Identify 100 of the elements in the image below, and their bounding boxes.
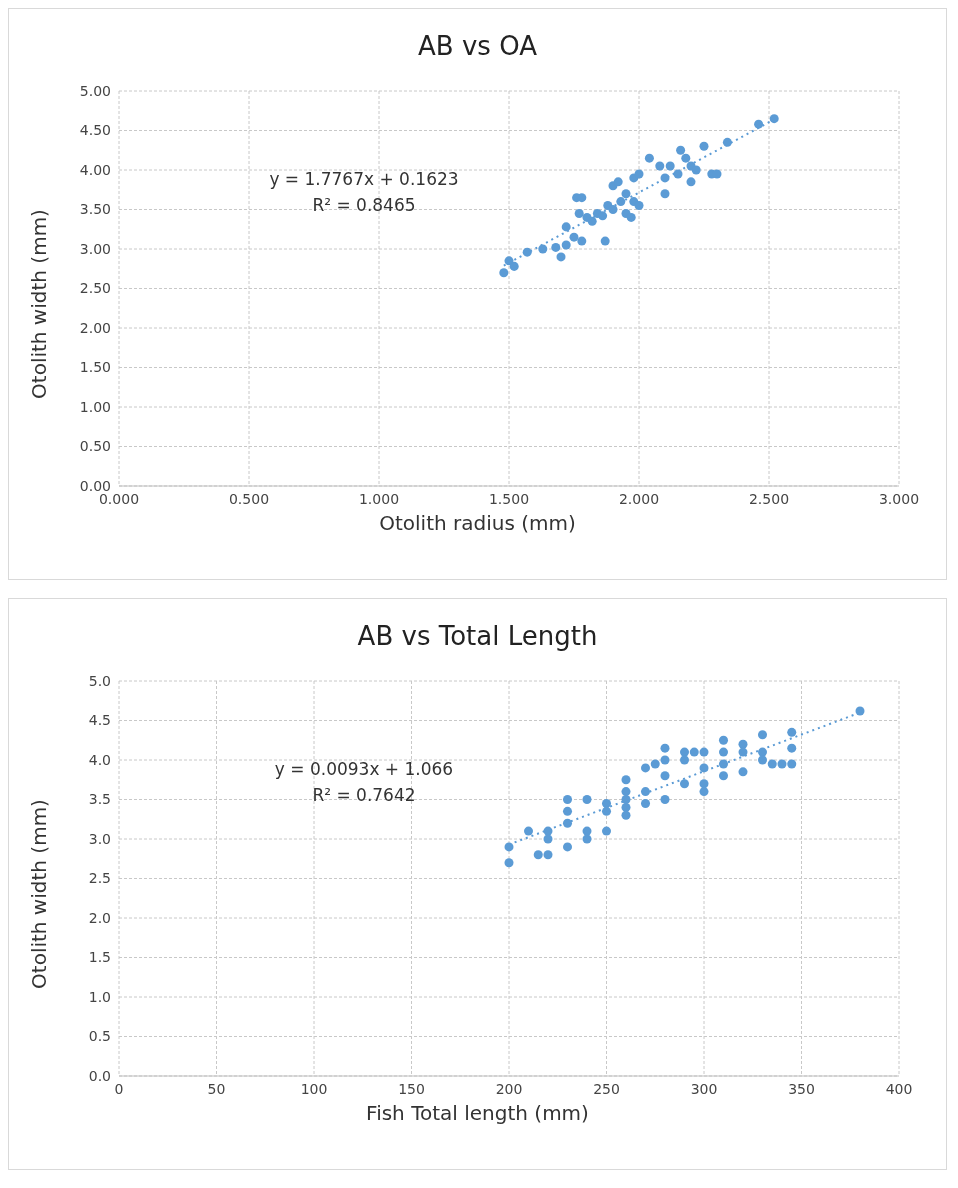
- y-tick-label: 1.50: [79, 359, 111, 376]
- point: [767, 759, 777, 769]
- y-tick-label: 0.0: [88, 1067, 111, 1084]
- point: [650, 759, 660, 769]
- point: [679, 779, 690, 789]
- x-tick-label: 0.500: [228, 490, 270, 507]
- point: [855, 706, 865, 716]
- chart-title: AB vs OA: [417, 30, 538, 63]
- x-tick-label: 400: [885, 1080, 913, 1097]
- point: [562, 842, 573, 852]
- point: [686, 177, 696, 187]
- point: [600, 236, 610, 246]
- point: [621, 189, 631, 199]
- point: [543, 826, 553, 836]
- point: [601, 806, 612, 816]
- point: [616, 197, 626, 207]
- point: [538, 244, 548, 254]
- point: [533, 850, 543, 860]
- point: [551, 242, 561, 252]
- point: [660, 173, 670, 183]
- point: [738, 767, 748, 777]
- point: [598, 211, 608, 221]
- point: [561, 222, 571, 232]
- point: [522, 247, 532, 257]
- y-tick-label: 2.0: [88, 909, 111, 926]
- point: [722, 137, 732, 147]
- x-tick-label: 2.500: [748, 490, 790, 507]
- x-tick-label: 100: [300, 1080, 328, 1097]
- point: [757, 747, 768, 757]
- point: [660, 755, 670, 765]
- point: [504, 858, 514, 868]
- point: [601, 826, 612, 836]
- x-tick-label: 350: [788, 1080, 815, 1097]
- y-tick-label: 4.5: [88, 712, 111, 729]
- point: [738, 739, 748, 749]
- y-axis-title: Otolith width (mm): [27, 209, 51, 399]
- y-tick-label: 2.5: [88, 870, 111, 887]
- point: [574, 208, 584, 218]
- point: [738, 747, 748, 757]
- x-tick-label: 1.500: [488, 490, 530, 507]
- point: [676, 145, 686, 155]
- point: [699, 787, 709, 797]
- x-tick-label: 3.000: [878, 490, 920, 507]
- y-tick-label: 3.0: [88, 830, 111, 847]
- point: [562, 794, 573, 805]
- point: [699, 763, 709, 773]
- x-tick-label: 50: [207, 1080, 226, 1097]
- y-tick-label: 3.50: [79, 201, 111, 218]
- point: [543, 834, 553, 844]
- y-tick-label: 1.0: [88, 988, 111, 1005]
- point: [634, 201, 644, 211]
- y-tick-label: 5.0: [88, 672, 111, 689]
- point: [644, 153, 654, 163]
- point: [679, 755, 690, 765]
- x-tick-label: 250: [593, 1080, 620, 1097]
- y-tick-label: 4.50: [79, 122, 111, 139]
- point: [718, 747, 729, 757]
- point: [582, 834, 592, 844]
- point: [587, 216, 597, 226]
- point: [754, 119, 764, 129]
- point: [626, 212, 636, 222]
- point: [582, 826, 592, 836]
- y-tick-label: 3.5: [88, 791, 111, 808]
- y-tick-label: 5.00: [79, 82, 111, 99]
- point: [634, 169, 644, 179]
- x-tick-label: 1.000: [358, 490, 400, 507]
- point: [640, 798, 651, 808]
- point: [681, 153, 691, 163]
- point: [660, 189, 670, 199]
- point: [757, 755, 768, 765]
- point: [699, 141, 709, 151]
- point: [499, 268, 509, 278]
- point: [640, 787, 651, 797]
- annotation: y = 0.0093x + 1.066: [273, 758, 455, 781]
- point: [787, 727, 797, 737]
- y-tick-label: 1.5: [88, 949, 111, 966]
- point: [608, 204, 618, 215]
- point: [660, 794, 670, 805]
- y-tick-label: 2.00: [79, 319, 111, 336]
- point: [640, 763, 651, 773]
- y-tick-label: 0.5: [88, 1028, 111, 1045]
- point: [621, 810, 631, 820]
- point: [509, 261, 519, 271]
- y-tick-label: 4.0: [88, 751, 111, 768]
- point: [689, 747, 699, 757]
- point: [543, 850, 553, 860]
- point: [621, 775, 631, 785]
- annotation: y = 1.7767x + 0.1623: [268, 168, 460, 191]
- x-axis-title: Otolith radius (mm): [378, 511, 577, 535]
- point: [523, 826, 534, 836]
- point: [787, 743, 797, 753]
- x-tick-label: 2.000: [618, 490, 660, 507]
- y-tick-label: 3.00: [79, 240, 111, 257]
- point: [569, 232, 579, 242]
- point: [504, 842, 514, 852]
- point: [556, 252, 566, 262]
- y-axis-title: Otolith width (mm): [27, 799, 51, 989]
- point: [769, 114, 779, 124]
- y-tick-label: 0.50: [79, 438, 111, 455]
- point: [660, 771, 670, 781]
